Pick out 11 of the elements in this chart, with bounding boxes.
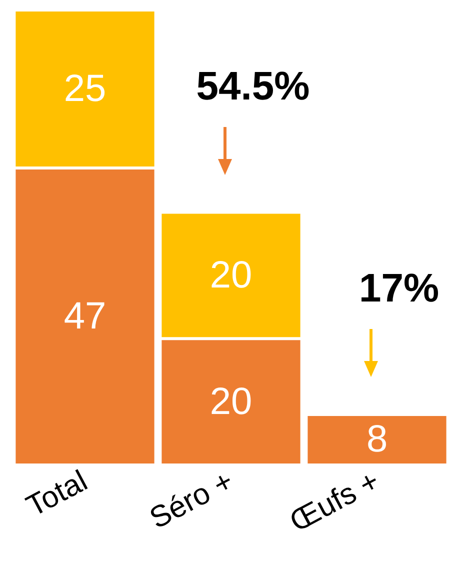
x-tick-label: Séro + <box>144 464 239 536</box>
data-label: 20 <box>210 380 252 423</box>
bar <box>306 414 448 465</box>
x-tick-label: Œufs + <box>284 464 385 539</box>
data-label: 20 <box>210 254 252 296</box>
x-tick-label: Total <box>21 464 93 524</box>
annotation: 54.5% <box>196 64 310 110</box>
annotation: 17% <box>358 266 440 312</box>
data-label: 47 <box>64 295 106 338</box>
data-label: 8 <box>366 418 388 461</box>
data-label: 25 <box>64 68 106 110</box>
